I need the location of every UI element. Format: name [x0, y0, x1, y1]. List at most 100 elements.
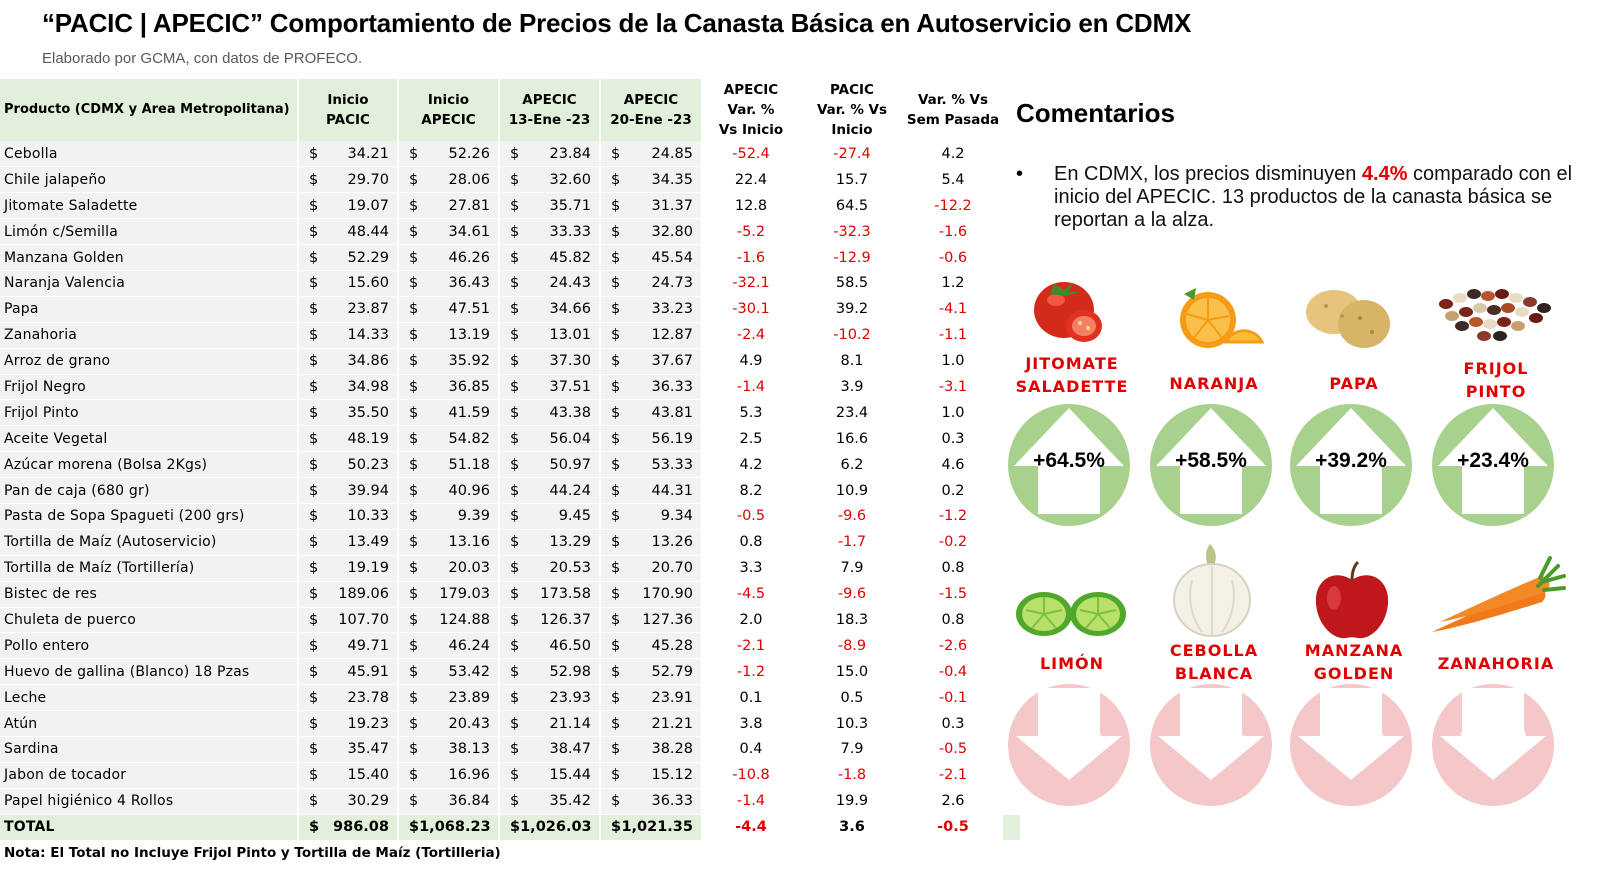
currency-symbol: $: [510, 197, 520, 214]
price-value: 44.24: [549, 482, 591, 499]
price-cell: $50.23: [297, 451, 398, 479]
currency-symbol: $: [510, 586, 520, 603]
currency-symbol: $: [409, 353, 419, 370]
price-cell: $45.91: [297, 658, 398, 686]
variation-cell: 3.6: [801, 814, 903, 841]
variation-cell: 0.8: [903, 555, 1003, 582]
spacer-cell: [1003, 788, 1020, 815]
price-cell: $34.35: [599, 166, 701, 194]
percent-change: +23.4%: [1457, 449, 1529, 472]
variation-cell: 1.0: [903, 399, 1003, 427]
price-value: 986.08: [333, 819, 389, 836]
highlight-card-manzana: MANZANA GOLDEN -12.9%: [1284, 544, 1424, 806]
spacer-cell: [1003, 270, 1020, 297]
price-value: 40.96: [448, 482, 490, 499]
price-value: 10.33: [347, 508, 389, 525]
price-cell: $34.98: [297, 374, 398, 401]
bullet-icon: •: [1016, 163, 1024, 185]
currency-symbol: $: [510, 378, 520, 395]
price-cell: $986.08: [297, 814, 398, 841]
variation-cell: 0.3: [903, 710, 1003, 737]
arrow-down-icon: [1440, 688, 1546, 780]
increase-circle: +58.5%: [1150, 404, 1272, 526]
price-value: 35.42: [549, 793, 591, 810]
arrow-down-icon: [1016, 688, 1122, 780]
currency-symbol: $: [611, 715, 621, 732]
price-value: 46.26: [448, 249, 490, 266]
price-cell: $52.26: [397, 141, 499, 168]
price-cell: $43.81: [599, 399, 701, 427]
price-cell: $13.19: [397, 322, 499, 349]
currency-symbol: $: [309, 456, 319, 473]
price-value: 36.33: [651, 793, 693, 810]
apple-icon: [1315, 560, 1389, 639]
price-cell: $47.51: [397, 296, 499, 323]
currency-symbol: $: [611, 637, 621, 654]
variation-cell: 12.8: [701, 192, 801, 220]
price-value: 189.06: [338, 586, 389, 603]
variation-cell: 0.2: [903, 477, 1003, 504]
currency-symbol: $: [409, 404, 419, 421]
comments-heading: Comentarios: [1016, 98, 1175, 128]
increase-circle: +39.2%: [1290, 404, 1412, 526]
variation-cell: -0.5: [903, 814, 1003, 841]
price-value: 39.94: [347, 482, 389, 499]
price-value: 52.98: [549, 663, 591, 680]
price-value: 1,021.35: [621, 819, 693, 836]
price-value: 19.19: [347, 560, 389, 577]
highlight-card-papa: PAPA +39.2%: [1284, 264, 1424, 526]
product-name-cell: Sardina: [0, 736, 298, 763]
variation-cell: 58.5: [801, 270, 903, 297]
currency-symbol: $: [309, 637, 319, 654]
price-cell: $40.96: [397, 477, 499, 504]
variation-cell: -32.3: [801, 218, 903, 246]
price-cell: $51.18: [397, 451, 499, 479]
price-value: 37.51: [549, 378, 591, 395]
price-value: 24.73: [651, 275, 693, 292]
price-cell: $173.58: [498, 581, 600, 608]
currency-symbol: $: [611, 767, 621, 784]
table-row: Manzana Golden $52.29 $46.26 $45.82 $45.54 -1…: [0, 244, 1020, 271]
table-total-row: TOTAL $986.08 $1,068.23 $1,026.03 $1,021.35-…: [0, 814, 1020, 841]
variation-cell: -1.5: [903, 581, 1003, 608]
spacer-cell: [1003, 374, 1020, 401]
price-cell: $13.29: [498, 529, 600, 556]
price-value: 41.59: [448, 404, 490, 421]
table-body: Cebolla $34.21 $52.26 $23.84 $24.85 -52.4 -27.…: [0, 141, 1020, 841]
price-value: 13.19: [448, 327, 490, 344]
price-cell: $38.28: [599, 736, 701, 763]
variation-cell: -5.2: [701, 218, 801, 246]
price-value: 15.60: [347, 275, 389, 292]
arrow-down-icon: [1298, 688, 1404, 780]
column-header-sem-pasada-var: Var. % Vs Sem Pasada: [903, 79, 1003, 141]
price-value: 36.85: [448, 378, 490, 395]
price-cell: $21.14: [498, 710, 600, 737]
table-row: Bistec de res $189.06 $179.03 $173.58 $170.9…: [0, 581, 1020, 608]
price-cell: $37.67: [599, 348, 701, 375]
price-cell: $179.03: [397, 581, 499, 608]
variation-cell: -0.5: [903, 736, 1003, 763]
price-value: 30.29: [347, 793, 389, 810]
price-cell: $29.70: [297, 166, 398, 194]
price-value: 23.89: [448, 689, 490, 706]
currency-symbol: $: [510, 301, 520, 318]
price-value: 23.93: [549, 689, 591, 706]
arrow-up-icon: [1014, 408, 1124, 514]
price-value: 43.38: [549, 404, 591, 421]
variation-cell: 0.3: [903, 425, 1003, 453]
variation-cell: 5.3: [701, 399, 801, 427]
price-cell: $28.06: [397, 166, 499, 194]
price-cell: $12.87: [599, 322, 701, 349]
currency-symbol: $: [309, 482, 319, 499]
product-name-cell: Naranja Valencia: [0, 270, 298, 297]
table-row: Sardina $35.47 $38.13 $38.47 $38.28 0.4 7.9 -0.…: [0, 736, 1020, 763]
currency-symbol: $: [510, 404, 520, 421]
price-value: 23.78: [347, 689, 389, 706]
onion-icon: [1173, 544, 1251, 637]
product-name-cell: Zanahoria: [0, 322, 298, 349]
price-cell: $15.40: [297, 762, 398, 789]
currency-symbol: $: [409, 560, 419, 577]
decrease-circle: -12.9%: [1290, 684, 1412, 806]
price-value: 45.54: [651, 249, 693, 266]
price-value: 20.03: [448, 560, 490, 577]
